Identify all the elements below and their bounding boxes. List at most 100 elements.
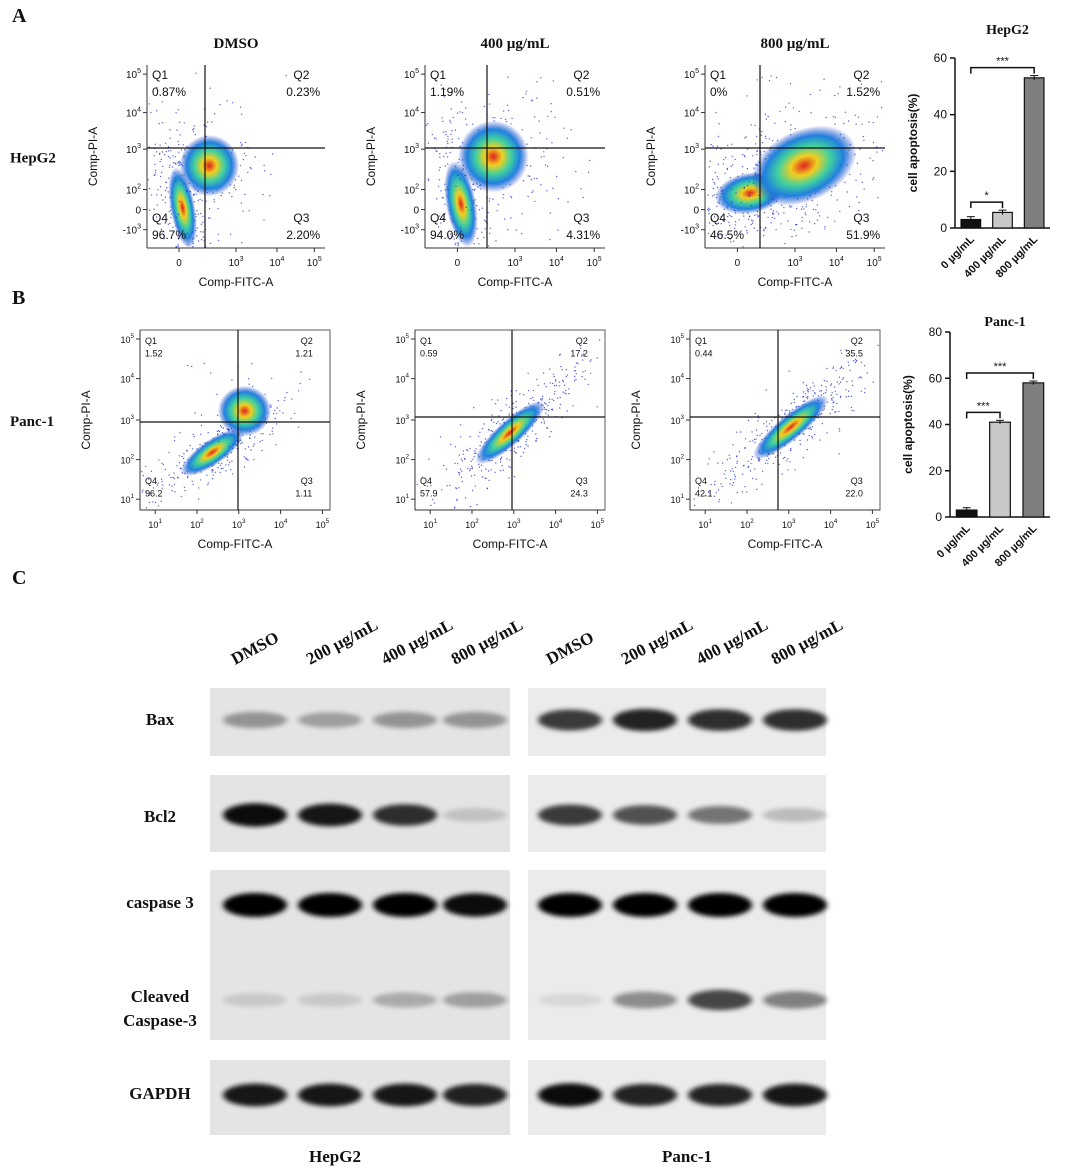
event-dot (179, 134, 181, 136)
lane-label: 800 µg/mL (448, 615, 526, 669)
event-dot (587, 383, 589, 386)
tick-label: 0 (455, 258, 461, 269)
event-dot (530, 179, 533, 181)
event-dot (806, 448, 808, 451)
event-dot (762, 234, 765, 237)
y-tick-label: 20 (934, 164, 948, 178)
tick-label: 101 (395, 493, 409, 505)
event-dot (784, 106, 787, 108)
event-dot (308, 378, 311, 381)
event-dot (563, 384, 566, 386)
event-dot (225, 470, 227, 472)
event-dot (779, 452, 782, 454)
event-dot (756, 488, 758, 491)
event-dot (197, 199, 199, 201)
event-dot (839, 210, 841, 213)
y-tick-label: 80 (929, 325, 943, 339)
event-dot (515, 390, 517, 392)
event-dot (456, 112, 459, 114)
event-dot (713, 216, 716, 218)
event-dot (709, 160, 711, 162)
event-dot (507, 229, 509, 231)
tick-base: 10 (120, 335, 130, 345)
event-dot (539, 132, 541, 134)
event-dot (150, 112, 152, 114)
event-dot (519, 393, 521, 395)
event-dot (548, 398, 551, 400)
event-dot (222, 467, 224, 470)
chart-title: Panc-1 (984, 315, 1025, 330)
event-dot (760, 134, 763, 136)
event-dot (791, 235, 793, 238)
event-dot (858, 377, 860, 379)
event-dot (779, 110, 781, 113)
event-dot (175, 246, 177, 248)
tick-exponent: 5 (130, 333, 134, 340)
event-dot (515, 406, 517, 408)
tick-base: 10 (404, 109, 416, 120)
event-dot (175, 90, 178, 93)
event-dot (560, 365, 562, 368)
event-dot (454, 129, 457, 131)
event-dot (172, 162, 175, 164)
density-core (179, 134, 240, 197)
quadrant-name: Q1 (420, 336, 432, 346)
event-dot (508, 414, 510, 417)
event-dot (777, 213, 780, 215)
event-dot (177, 140, 179, 142)
event-dot (455, 185, 457, 187)
event-dot (840, 381, 842, 383)
event-dot (217, 429, 220, 432)
event-dot (167, 155, 170, 158)
quadrant-percent: 22.0 (845, 489, 863, 499)
event-dot (761, 130, 763, 133)
event-dot (535, 439, 537, 442)
event-dot (207, 482, 209, 484)
event-dot (274, 409, 276, 411)
event-dot (555, 380, 557, 382)
event-dot (167, 150, 170, 152)
event-dot (756, 79, 758, 81)
event-dot (209, 217, 211, 219)
event-dot (494, 403, 497, 405)
event-dot (561, 369, 563, 371)
event-dot (202, 215, 204, 218)
event-dot (847, 120, 850, 122)
event-dot (553, 399, 555, 402)
event-dot (501, 465, 503, 467)
tick-exponent: 5 (326, 518, 330, 525)
event-dot (254, 156, 256, 158)
event-dot (810, 428, 812, 430)
event-dot (855, 360, 857, 362)
tick-label: 103 (507, 518, 521, 530)
event-dot (459, 111, 461, 113)
event-dot (186, 449, 188, 452)
quadrant-percent: 24.3 (570, 489, 588, 499)
event-dot (172, 155, 174, 157)
event-dot (840, 366, 843, 368)
event-dot (233, 443, 235, 445)
event-dot (253, 443, 255, 445)
event-dot (547, 414, 549, 416)
event-dot (515, 451, 517, 454)
event-dot (522, 180, 525, 182)
event-dot (772, 140, 774, 142)
tick-label: 102 (190, 518, 204, 530)
event-dot (527, 195, 529, 198)
event-dot (563, 127, 565, 129)
event-dot (211, 471, 213, 473)
event-dot (453, 507, 456, 509)
event-dot (723, 473, 725, 475)
event-dot (767, 462, 769, 465)
event-dot (849, 369, 851, 372)
event-dot (872, 160, 874, 162)
event-dot (297, 390, 300, 392)
event-dot (243, 456, 245, 458)
event-dot (851, 380, 853, 382)
event-dot (476, 204, 478, 207)
event-dot (553, 385, 556, 387)
event-dot (778, 414, 780, 416)
event-dot (772, 462, 775, 464)
event-dot (806, 389, 809, 392)
event-dot (575, 373, 577, 375)
